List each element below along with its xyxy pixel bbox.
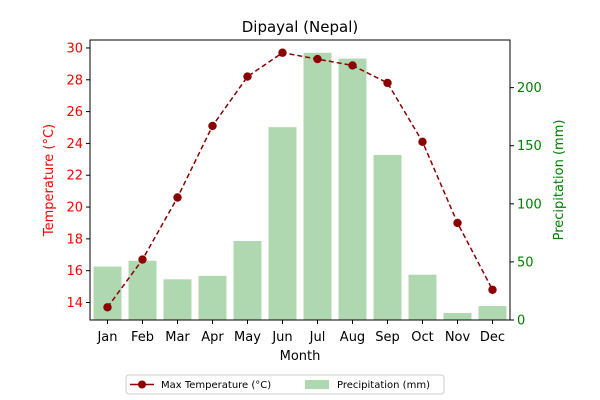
x-tick-label-jan: Jan xyxy=(96,330,117,345)
left-tick-label: 30 xyxy=(66,41,83,56)
legend-label-temperature: Max Temperature (°C) xyxy=(161,380,271,391)
temp-point-oct xyxy=(418,137,427,147)
precip-bar-mar xyxy=(163,279,192,320)
x-tick-label-sep: Sep xyxy=(375,330,400,345)
precip-bar-apr xyxy=(198,275,227,320)
precip-bar-jul xyxy=(303,52,332,320)
left-tick-label: 14 xyxy=(66,296,83,311)
right-axis-label: Precipitation (mm) xyxy=(552,120,567,241)
x-tick-label-nov: Nov xyxy=(445,330,471,345)
precip-bar-may xyxy=(233,240,262,320)
temp-point-nov xyxy=(453,218,462,228)
left-tick-label: 28 xyxy=(66,73,83,88)
precip-bar-jun xyxy=(268,127,297,320)
right-tick-label: 100 xyxy=(517,197,542,212)
right-tick-label: 150 xyxy=(517,139,542,154)
x-tick-label-mar: Mar xyxy=(165,330,190,345)
left-axis-label: Temperature (°C) xyxy=(42,124,57,237)
x-tick-label-jun: Jun xyxy=(271,330,292,345)
precip-bar-feb xyxy=(128,260,157,320)
temp-point-may xyxy=(243,72,252,81)
x-tick-label-jul: Jul xyxy=(309,330,326,345)
left-tick-label: 22 xyxy=(66,169,83,184)
x-tick-label-may: May xyxy=(234,330,261,345)
x-tick-label-apr: Apr xyxy=(201,330,224,345)
legend-bar-swatch xyxy=(305,380,329,389)
temp-point-jun xyxy=(278,48,287,57)
precip-bar-sep xyxy=(373,155,402,320)
temp-point-dec xyxy=(488,285,497,294)
legend: Max Temperature (°C) Precipitation (mm) xyxy=(125,374,445,395)
precip-bar-oct xyxy=(408,274,437,320)
legend-frame xyxy=(125,374,445,395)
left-tick-label: 16 xyxy=(66,264,83,279)
right-tick-label: 50 xyxy=(517,255,534,270)
x-axis: Jan Feb Mar Apr May Jun Jul Aug Sep Oct Nov Dec xyxy=(96,320,505,345)
x-tick-label-dec: Dec xyxy=(480,330,505,345)
left-tick-label: 26 xyxy=(66,105,83,120)
x-axis-label: Month xyxy=(280,349,321,364)
left-axis: 14 16 18 20 22 24 26 28 30 xyxy=(66,41,90,311)
right-axis: 0 50 100 150 200 xyxy=(510,81,542,329)
temp-point-sep xyxy=(383,78,392,88)
temperature-points xyxy=(103,48,497,312)
x-tick-label-oct: Oct xyxy=(411,330,433,345)
precipitation-bars xyxy=(93,52,507,321)
temperature-series-line xyxy=(106,51,494,308)
temp-point-apr xyxy=(208,121,217,131)
temp-point-aug xyxy=(348,61,357,70)
chart-title: Dipayal (Nepal) xyxy=(242,18,358,36)
precip-bar-nov xyxy=(443,313,472,320)
temperature-line xyxy=(106,51,494,308)
precip-bar-dec xyxy=(478,306,507,320)
precip-bar-aug xyxy=(338,58,367,321)
right-tick-label: 0 xyxy=(517,314,525,329)
temp-point-mar xyxy=(173,193,182,202)
x-tick-label-aug: Aug xyxy=(340,330,365,345)
right-tick-label: 200 xyxy=(517,81,542,96)
left-tick-label: 18 xyxy=(66,232,83,247)
temp-point-jul xyxy=(313,54,322,64)
left-tick-label: 24 xyxy=(66,137,83,152)
temp-point-jan xyxy=(103,303,112,312)
temp-point-feb xyxy=(138,255,147,264)
legend-marker-swatch xyxy=(138,380,146,389)
legend-label-precipitation: Precipitation (mm) xyxy=(337,380,430,391)
plot-frame xyxy=(89,39,511,321)
left-tick-label: 20 xyxy=(66,201,83,216)
x-tick-label-feb: Feb xyxy=(131,330,154,345)
